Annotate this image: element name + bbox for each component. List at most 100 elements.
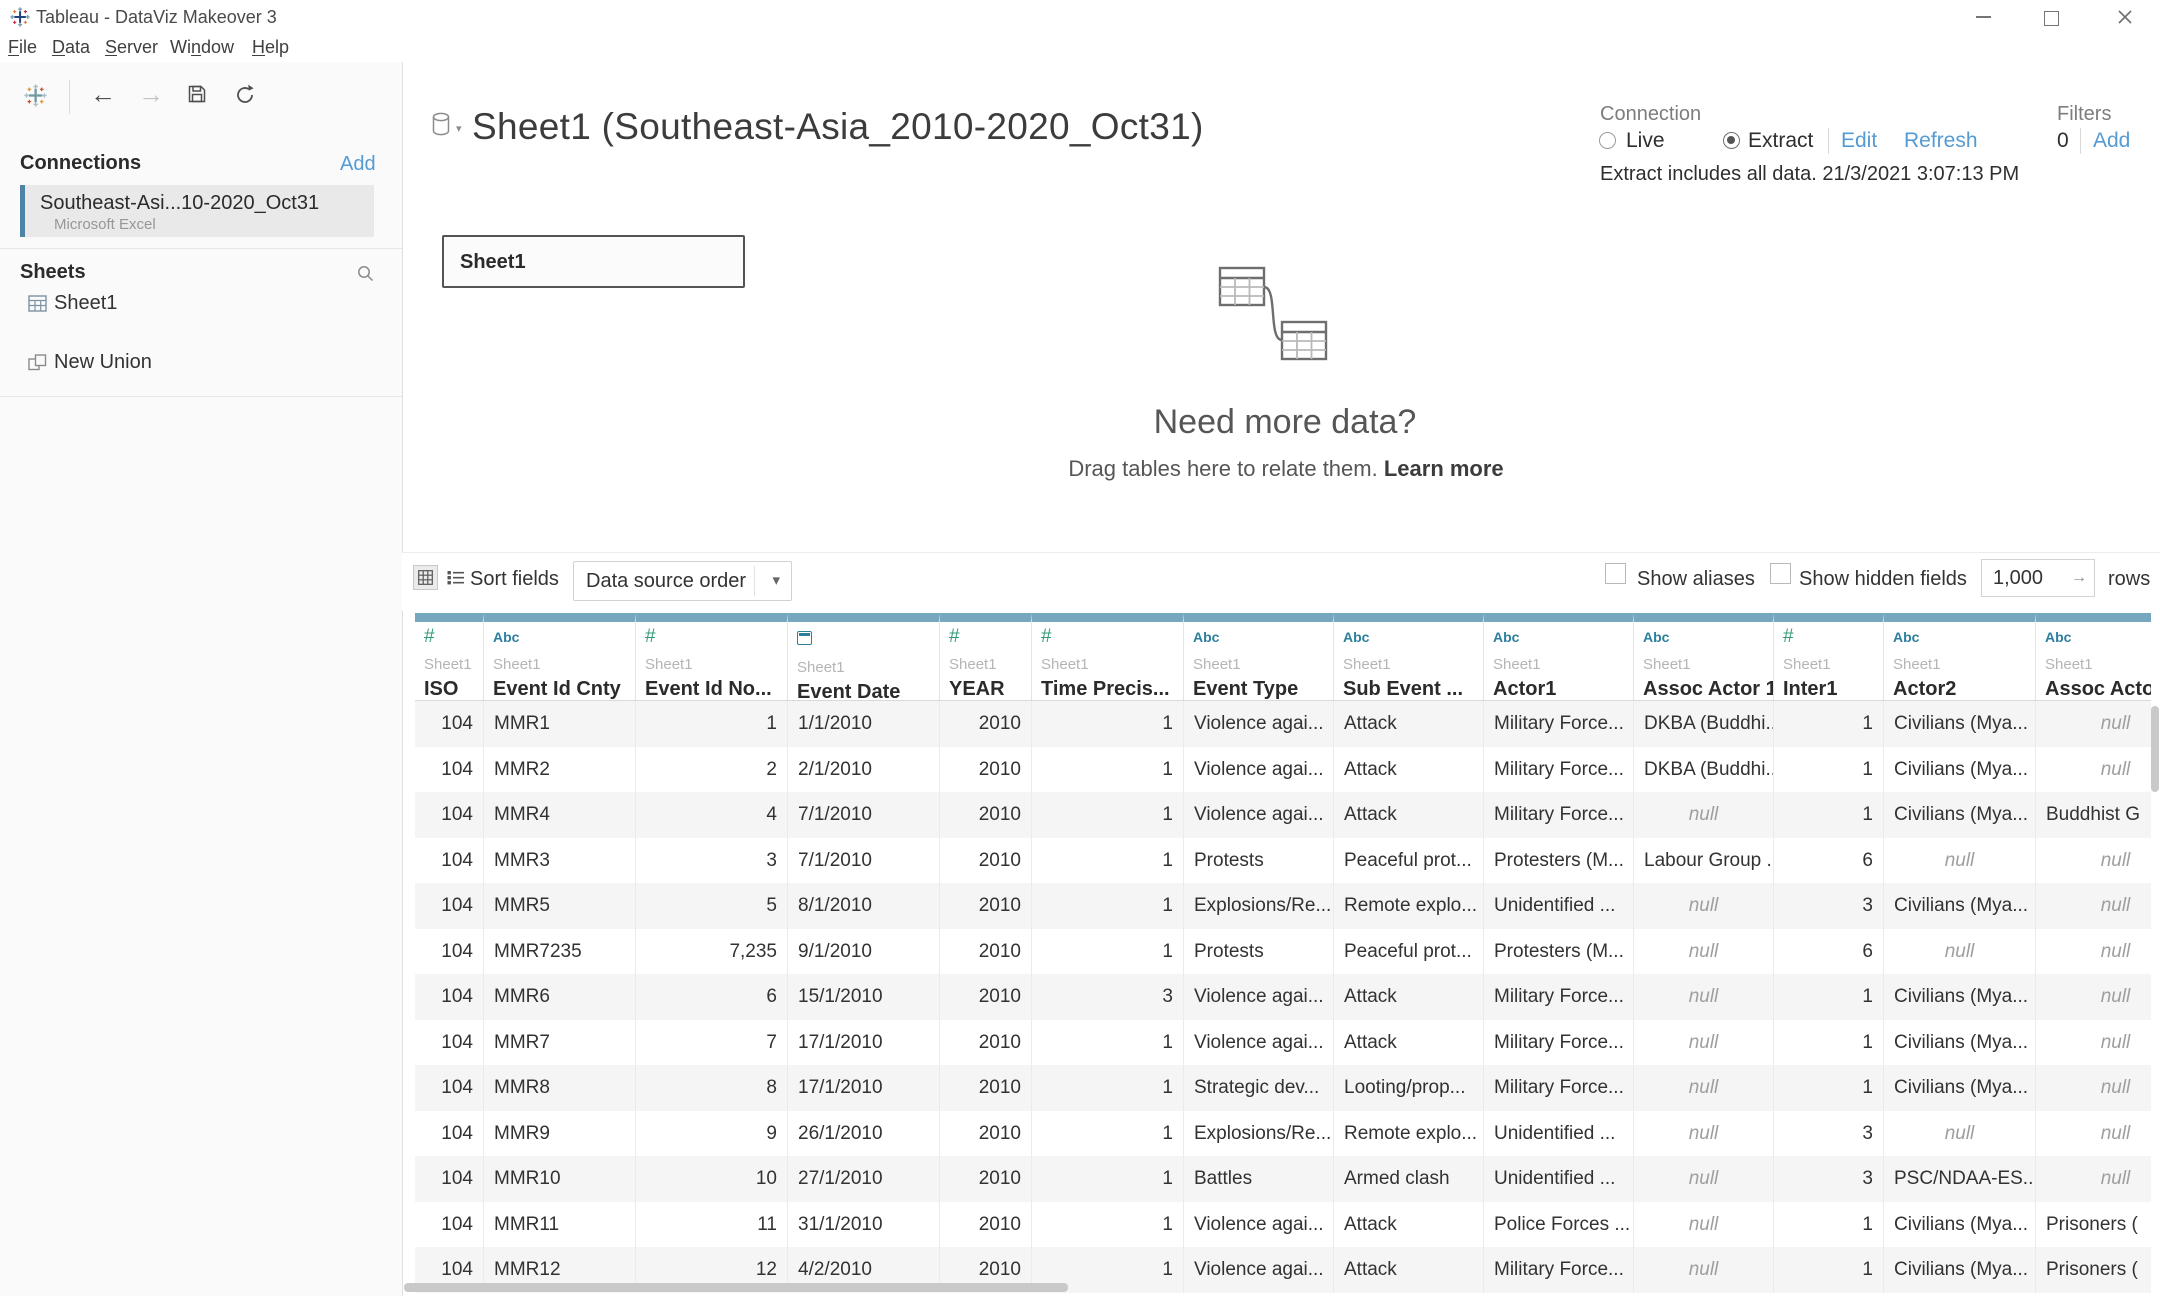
show-aliases-label[interactable]: Show aliases [1637, 568, 1755, 590]
sort-order-dropdown[interactable]: Data source order ▾ [573, 561, 792, 601]
sort-order-value: Data source order [586, 570, 747, 592]
column-header[interactable]: Abc Sheet1 Event Id Cnty [484, 613, 636, 700]
table-cell: 4/2/2010 [788, 1247, 940, 1293]
extract-radio[interactable] [1723, 132, 1740, 149]
menu-file[interactable]: File [8, 37, 38, 57]
panel-divider [0, 396, 402, 397]
table-cell: null [2036, 883, 2151, 929]
table-row: 104 MMR3 3 7/1/2010 2010 1 Protests Peaceful pr… [415, 837, 2151, 883]
minimize-icon [1975, 16, 1991, 18]
column-header[interactable]: # Sheet1 Time Precis... [1032, 613, 1184, 700]
table-cell: 17/1/2010 [788, 1065, 940, 1111]
apply-rows-icon[interactable]: → [2071, 569, 2087, 586]
column-header[interactable]: # Sheet1 YEAR [940, 613, 1032, 700]
menu-server[interactable]: Server [105, 37, 159, 57]
table-cell: Violence agai... [1184, 792, 1334, 838]
grid-toolbar: Sort fields Data source order ▾ Show ali… [402, 552, 2160, 611]
table-cell: 1 [1774, 792, 1884, 838]
refresh-extract-link[interactable]: Refresh [1904, 129, 1978, 152]
menu-data[interactable]: Data [52, 37, 91, 57]
column-name: Event Id Cnty [493, 678, 621, 700]
forward-arrow-icon[interactable]: → [138, 79, 164, 109]
search-icon[interactable] [356, 264, 375, 283]
table-cell: Military Force... [1484, 792, 1634, 838]
connection-item[interactable]: Southeast-Asi...10-2020_Oct31 Microsoft … [20, 185, 374, 237]
column-name: ISO [424, 678, 459, 700]
live-radio[interactable] [1599, 132, 1616, 149]
table-cell: null [2036, 974, 2151, 1020]
need-more-data-title: Need more data? [1153, 403, 1417, 441]
datasource-cylinder-icon[interactable] [432, 112, 452, 138]
sheet-list-item[interactable]: Sheet1 [0, 287, 402, 321]
new-union-item[interactable]: New Union [0, 346, 402, 380]
filters-add-link[interactable]: Add [2093, 129, 2131, 152]
metadata-view-button[interactable] [443, 565, 468, 590]
table-cell: 5 [636, 883, 788, 929]
menu-help[interactable]: Help [252, 37, 290, 57]
table-cell: 1 [1774, 974, 1884, 1020]
column-header[interactable]: # Sheet1 ISO [415, 613, 484, 700]
table-cell: null [1634, 883, 1774, 929]
column-header[interactable]: Sheet1 Event Date [788, 613, 940, 700]
datasource-caret-icon[interactable]: ▾ [456, 123, 462, 135]
table-cell: MMR11 [484, 1201, 636, 1247]
column-header[interactable]: Abc Sheet1 Assoc Actor 1 [1634, 613, 1774, 700]
table-cell: 104 [415, 928, 484, 974]
column-source: Sheet1 [1493, 656, 1541, 673]
table-cell: Attack [1334, 746, 1484, 792]
live-radio-label[interactable]: Live [1626, 129, 1665, 152]
table-cell: 3 [1774, 1156, 1884, 1202]
show-hidden-fields-checkbox[interactable] [1770, 563, 1791, 584]
restore-button[interactable] [2030, 2, 2076, 32]
menu-window[interactable]: Window [170, 37, 235, 57]
close-button[interactable] [2102, 2, 2148, 32]
refresh-icon[interactable] [233, 83, 257, 107]
column-header[interactable]: # Sheet1 Inter1 [1774, 613, 1884, 700]
table-row: 104 MMR7 7 17/1/2010 2010 1 Violence agai... At… [415, 1019, 2151, 1065]
table-cell: Violence agai... [1184, 974, 1334, 1020]
show-aliases-checkbox[interactable] [1605, 563, 1626, 584]
minimize-button[interactable] [1960, 2, 2006, 32]
table-cell: 2010 [940, 883, 1032, 929]
table-cell: 3 [1032, 974, 1184, 1020]
back-arrow-icon[interactable]: ← [90, 79, 116, 109]
column-source: Sheet1 [2045, 656, 2093, 673]
column-header[interactable]: Abc Sheet1 Event Type [1184, 613, 1334, 700]
table-row: 104 MMR9 9 26/1/2010 2010 1 Explosions/Re... Re… [415, 1110, 2151, 1156]
column-name: Event Date [797, 681, 901, 700]
horizontal-scrollbar[interactable] [404, 1283, 1068, 1292]
grid-view-button[interactable] [413, 565, 438, 590]
edit-extract-link[interactable]: Edit [1841, 129, 1878, 152]
learn-more-link[interactable]: Learn more [1383, 456, 1504, 481]
vertical-scrollbar[interactable] [2151, 706, 2159, 792]
show-hidden-fields-label[interactable]: Show hidden fields [1799, 568, 1967, 590]
text-type-icon: Abc [1343, 629, 1370, 645]
sheet-item-label: Sheet1 [54, 292, 118, 314]
data-preview-grid: # Sheet1 ISO Abc Sheet1 Event Id Cnty # Sheet1 E… [415, 613, 2151, 1296]
table-cell: 2/1/2010 [788, 746, 940, 792]
relate-tables-illustration [1218, 266, 1328, 361]
table-cell: Armed clash [1334, 1156, 1484, 1202]
add-connection-link[interactable]: Add [340, 153, 376, 175]
column-header[interactable]: Abc Sheet1 Assoc Acto... [2036, 613, 2151, 700]
extract-radio-label[interactable]: Extract [1748, 129, 1814, 152]
column-header[interactable]: Abc Sheet1 Actor2 [1884, 613, 2036, 700]
table-cell: 1 [1032, 746, 1184, 792]
column-header[interactable]: # Sheet1 Event Id No... [636, 613, 788, 700]
left-panel: ← → Connections Add Southeast-Asi...10-2… [0, 62, 403, 1296]
table-cell: DKBA (Buddhi... [1634, 701, 1774, 747]
close-icon [2118, 10, 2132, 24]
column-name: Sub Event ... [1343, 678, 1464, 700]
table-cell: 104 [415, 701, 484, 747]
datasource-title: Sheet1 (Southeast-Asia_2010-2020_Oct31) [472, 106, 1204, 147]
table-cell: 6 [636, 974, 788, 1020]
sheet1-table-card[interactable]: Sheet1 [442, 235, 745, 288]
rows-count-input[interactable] [1981, 559, 2095, 597]
table-cell: null [1884, 928, 2036, 974]
column-header[interactable]: Abc Sheet1 Sub Event ... [1334, 613, 1484, 700]
column-header[interactable]: Abc Sheet1 Actor1 [1484, 613, 1634, 700]
chevron-down-icon: ▾ [772, 572, 780, 589]
table-cell: 3 [636, 837, 788, 883]
save-icon[interactable] [186, 83, 208, 105]
table-cell: MMR1 [484, 701, 636, 747]
